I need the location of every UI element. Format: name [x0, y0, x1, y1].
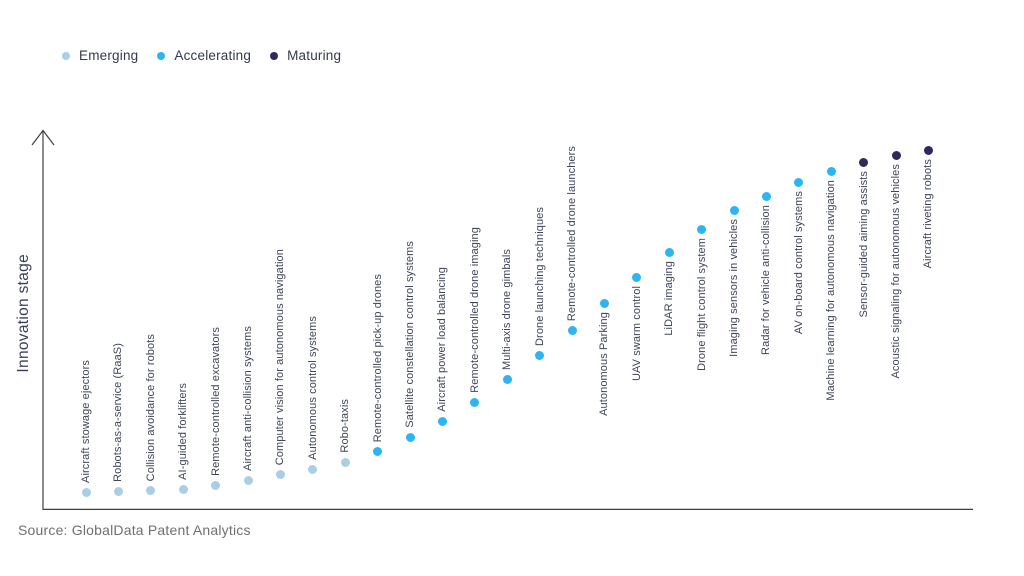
- data-point-label: AI-guided forklifters: [177, 383, 190, 480]
- data-point: [340, 457, 350, 467]
- emerging-dot-icon: [62, 51, 70, 60]
- data-point-label: Multi-axis drone gimbals: [501, 249, 514, 370]
- data-point: [81, 487, 91, 497]
- y-axis-label: Innovation stage: [15, 254, 32, 373]
- data-point-label: Remote-controlled drone imaging: [468, 227, 481, 393]
- legend-item-emerging: Emerging: [62, 48, 138, 63]
- data-point: [308, 464, 318, 474]
- data-point: [178, 484, 188, 494]
- data-point-label: Radar for vehicle anti-collision: [760, 205, 773, 355]
- data-point-label: Robots-as-a-service (RaaS): [112, 343, 125, 482]
- data-point-label: Drone flight control system: [695, 238, 708, 371]
- maturing-dot-icon: [270, 51, 279, 60]
- data-point: [470, 397, 480, 407]
- data-point: [275, 469, 285, 479]
- data-point-label: AV on-board control systems: [792, 191, 805, 335]
- data-point: [729, 205, 739, 215]
- source-text: Source: GlobalData Patent Analytics: [18, 522, 251, 538]
- data-point-label: Remote-controlled drone launchers: [566, 145, 578, 321]
- data-point: [794, 177, 804, 187]
- data-point-label: Remote-controlled pick-up drones: [371, 273, 384, 442]
- data-point: [826, 166, 836, 176]
- data-point-label: Collision avoidance for robots: [144, 333, 157, 481]
- data-point-label: Robo-taxis: [339, 399, 352, 453]
- legend-item-maturing: Maturing: [270, 48, 341, 63]
- data-point: [113, 486, 123, 496]
- legend-label-emerging: Emerging: [79, 48, 139, 63]
- legend: Emerging Accelerating Maturing: [62, 48, 341, 63]
- data-point-label: Drone launching techniques: [533, 207, 546, 346]
- data-point: [535, 350, 545, 360]
- data-point-label: Remote-controlled excavators: [209, 327, 222, 476]
- data-point: [891, 150, 901, 160]
- data-point: [373, 446, 383, 456]
- data-point: [243, 475, 253, 485]
- data-point-label: Acoustic signaling for autonomous vehicl…: [890, 164, 902, 379]
- data-point: [761, 191, 771, 201]
- data-point-label: Autonomous Parking: [598, 312, 611, 416]
- data-point: [567, 325, 577, 335]
- data-point-label: LiDAR imaging: [663, 261, 676, 336]
- legend-label-accelerating: Accelerating: [174, 48, 252, 63]
- data-point-label: Sensor-guided aiming assists: [857, 171, 870, 318]
- data-point: [599, 298, 609, 308]
- data-point: [632, 272, 642, 282]
- data-point-label: Satellite constellation control systems: [404, 241, 416, 428]
- data-point: [502, 374, 512, 384]
- data-point-label: Aircraft power load balancing: [436, 267, 449, 412]
- data-point-label: Aircraft riveting robots: [922, 159, 935, 269]
- data-point-label: Computer vision for autonomous navigatio…: [274, 248, 287, 465]
- data-point-label: UAV swarm control: [630, 286, 643, 382]
- data-point: [146, 485, 156, 495]
- data-point-label: Autonomous control systems: [306, 316, 319, 460]
- data-point: [697, 224, 707, 234]
- accelerating-dot-icon: [157, 51, 166, 60]
- data-point: [405, 432, 415, 442]
- y-axis-arrow-icon: [31, 129, 55, 146]
- legend-item-accelerating: Accelerating: [157, 48, 251, 63]
- data-point-label: Aircraft anti-collision systems: [242, 326, 254, 471]
- data-point: [664, 247, 674, 257]
- data-point-label: Imaging sensors in vehicles: [728, 219, 740, 357]
- data-point-label: Machine learning for autonomous navigati…: [825, 180, 838, 401]
- data-point: [859, 157, 869, 167]
- data-point-label: Aircraft stowage ejectors: [80, 360, 92, 483]
- data-point: [437, 416, 447, 426]
- data-point: [211, 480, 221, 490]
- data-point: [923, 145, 933, 155]
- legend-label-maturing: Maturing: [287, 48, 342, 63]
